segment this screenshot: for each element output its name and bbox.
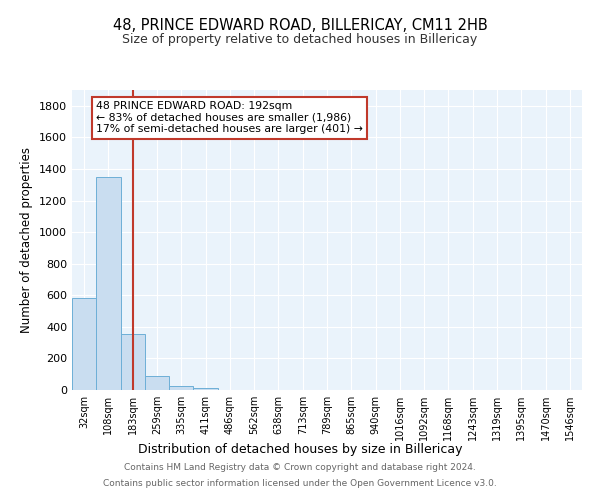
Text: Contains HM Land Registry data © Crown copyright and database right 2024.: Contains HM Land Registry data © Crown c… [124, 464, 476, 472]
Y-axis label: Number of detached properties: Number of detached properties [20, 147, 34, 333]
Bar [96, 177, 121, 390]
Text: Distribution of detached houses by size in Billericay: Distribution of detached houses by size … [138, 442, 462, 456]
Bar [121, 334, 145, 390]
Text: Size of property relative to detached houses in Billericay: Size of property relative to detached ho… [122, 32, 478, 46]
Bar [145, 376, 169, 390]
Bar [193, 388, 218, 390]
Bar [169, 386, 193, 390]
Text: 48 PRINCE EDWARD ROAD: 192sqm
← 83% of detached houses are smaller (1,986)
17% o: 48 PRINCE EDWARD ROAD: 192sqm ← 83% of d… [96, 101, 363, 134]
Text: Contains public sector information licensed under the Open Government Licence v3: Contains public sector information licen… [103, 478, 497, 488]
Bar [72, 298, 96, 390]
Text: 48, PRINCE EDWARD ROAD, BILLERICAY, CM11 2HB: 48, PRINCE EDWARD ROAD, BILLERICAY, CM11… [113, 18, 487, 32]
